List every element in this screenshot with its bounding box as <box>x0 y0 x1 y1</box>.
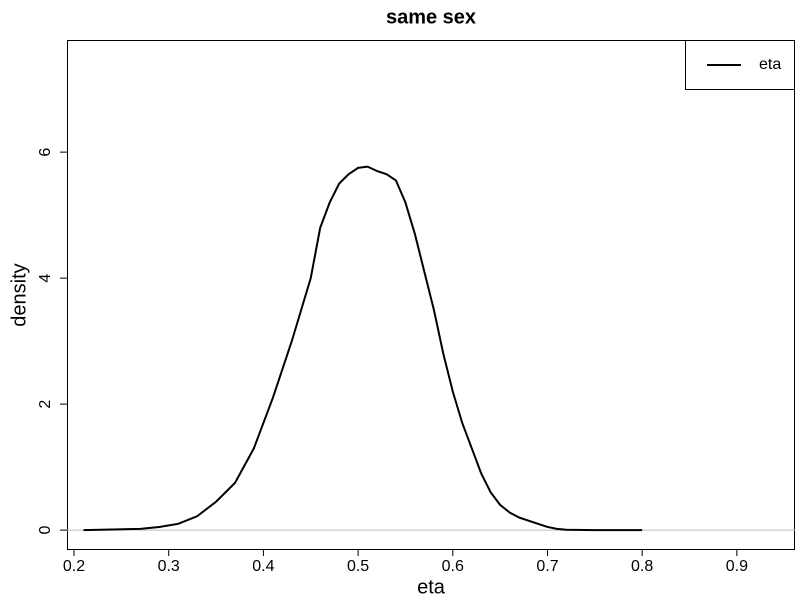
x-tick-label: 0.7 <box>536 558 558 575</box>
x-tick-label: 0.9 <box>726 558 748 575</box>
y-tick-label: 4 <box>37 274 54 283</box>
y-tick-label: 0 <box>37 526 54 535</box>
y-axis-label: density <box>8 263 30 326</box>
x-tick-label: 0.8 <box>631 558 653 575</box>
y-tick-label: 2 <box>37 400 54 409</box>
x-tick-label: 0.2 <box>63 558 85 575</box>
x-tick-label: 0.3 <box>158 558 180 575</box>
density-line <box>83 165 643 532</box>
x-axis-label: eta <box>417 576 446 598</box>
chart-title: same sex <box>386 6 476 28</box>
x-tick-label: 0.5 <box>347 558 369 575</box>
x-tick-label: 0.6 <box>442 558 464 575</box>
x-tick-label: 0.4 <box>252 558 274 575</box>
y-tick-label: 6 <box>37 148 54 157</box>
legend-label: eta <box>759 56 781 73</box>
